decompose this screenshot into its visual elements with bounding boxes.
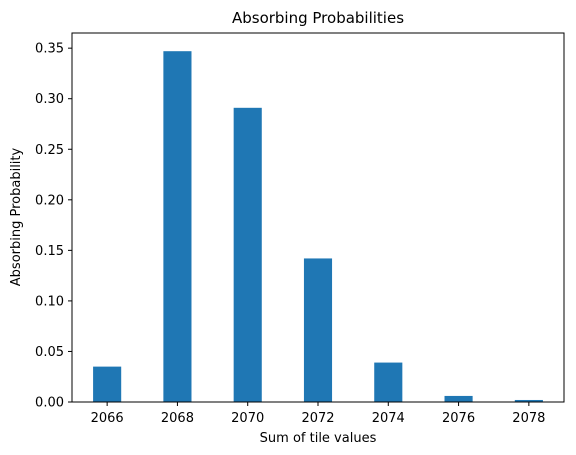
- x-tick-label: 2078: [512, 411, 545, 426]
- x-tick-label: 2072: [301, 411, 334, 426]
- bar-2068: [163, 51, 192, 402]
- bar-2078: [514, 399, 543, 402]
- y-axis-ticks: 0.00 0.05 0.10 0.15 0.20 0.25 0.30 0.35: [35, 42, 72, 411]
- x-tick-label: 2076: [442, 411, 475, 426]
- y-tick-label: 0.25: [35, 143, 64, 158]
- bars-group: [93, 51, 543, 402]
- y-tick-label: 0.10: [35, 294, 64, 309]
- y-tick-label: 0.30: [35, 92, 64, 107]
- bar-2066: [93, 366, 122, 402]
- y-tick-label: 0.35: [35, 42, 64, 57]
- y-tick-label: 0.15: [35, 244, 64, 259]
- x-axis-label: Sum of tile values: [260, 431, 377, 446]
- y-axis-label: Absorbing Probability: [9, 147, 24, 286]
- bar-2074: [374, 362, 403, 402]
- x-axis-ticks: 2066 2068 2070 2072 2074 2076 2078: [91, 402, 545, 426]
- x-tick-label: 2070: [231, 411, 264, 426]
- x-tick-label: 2074: [372, 411, 405, 426]
- chart-title: Absorbing Probabilities: [232, 9, 404, 27]
- bar-2070: [233, 107, 262, 402]
- y-tick-label: 0.00: [35, 396, 64, 411]
- plot-frame: [71, 32, 565, 403]
- x-tick-label: 2066: [91, 411, 124, 426]
- y-tick-label: 0.05: [35, 345, 64, 360]
- bar-2072: [303, 258, 333, 402]
- y-tick-label: 0.20: [35, 193, 64, 208]
- x-tick-label: 2068: [161, 411, 194, 426]
- bar-2076: [444, 395, 473, 402]
